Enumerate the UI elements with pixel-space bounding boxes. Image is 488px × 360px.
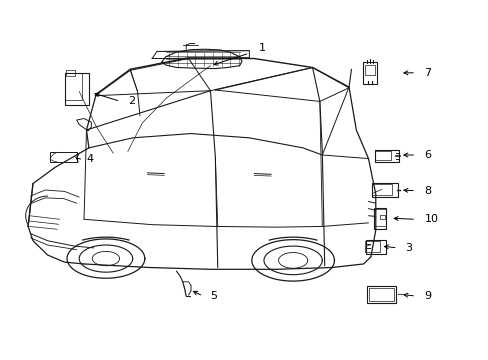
Bar <box>365 242 379 252</box>
Text: 4: 4 <box>86 154 93 163</box>
Text: 9: 9 <box>424 291 430 301</box>
Text: 7: 7 <box>424 68 430 78</box>
Bar <box>365 240 385 254</box>
Text: 5: 5 <box>210 291 217 301</box>
Text: 2: 2 <box>127 96 135 107</box>
Text: 10: 10 <box>424 214 438 224</box>
Bar <box>379 215 384 219</box>
Bar <box>66 70 75 76</box>
Text: 6: 6 <box>424 150 430 160</box>
Bar <box>368 288 393 301</box>
Bar <box>366 286 395 303</box>
Text: 8: 8 <box>424 186 430 196</box>
Bar <box>363 62 376 84</box>
Bar <box>64 73 89 105</box>
Text: 3: 3 <box>404 243 411 253</box>
Bar <box>50 152 77 162</box>
Bar <box>374 151 390 160</box>
Bar <box>372 184 391 195</box>
Bar <box>364 64 374 75</box>
Bar <box>372 183 397 197</box>
Text: 1: 1 <box>259 43 265 53</box>
Bar <box>374 150 398 162</box>
Bar <box>373 208 385 229</box>
Bar <box>65 73 81 100</box>
